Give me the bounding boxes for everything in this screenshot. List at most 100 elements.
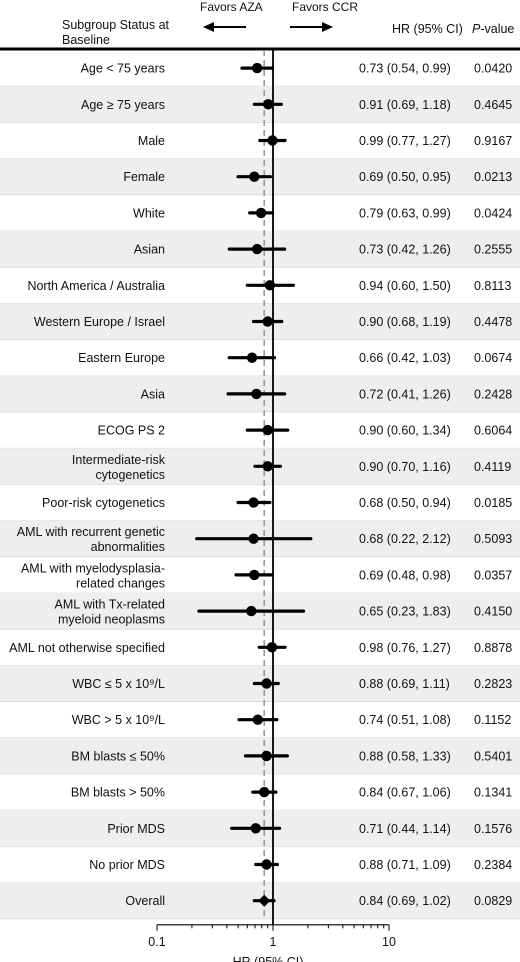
p-value-text: 0.8113 xyxy=(474,279,511,293)
hr-point xyxy=(262,316,273,327)
hr-ci-text: 0.69 (0.50, 0.95) xyxy=(359,170,451,184)
subgroup-label: BM blasts > 50% xyxy=(71,786,165,800)
hr-ci-text: 0.72 (0.41, 1.26) xyxy=(359,387,451,401)
hr-point xyxy=(246,605,257,617)
subgroup-label-line: AML with recurrent genetic xyxy=(17,525,165,539)
hr-point xyxy=(250,823,261,834)
hr-ci-text: 0.68 (0.50, 0.94) xyxy=(359,496,451,510)
x-axis: 0.1 1 10 HR (95% CI) xyxy=(148,924,396,962)
x-axis-title: HR (95% CI) xyxy=(233,955,304,962)
subgroup-label: White xyxy=(133,206,165,220)
hr-point xyxy=(264,280,276,291)
x-tick-label: 1 xyxy=(270,935,277,949)
p-value-text: 0.0674 xyxy=(474,351,512,365)
hr-ci-text: 0.94 (0.60, 1.50) xyxy=(359,279,451,293)
subgroup-label: Western Europe / Israel xyxy=(34,315,165,329)
hr-ci-text: 0.88 (0.71, 1.09) xyxy=(359,858,451,872)
forest-row: AML with myelodysplasia-related changes 0… xyxy=(21,561,512,590)
hr-point xyxy=(252,714,264,725)
forest-row: Asian 0.73 (0.42, 1.26) 0.2555 xyxy=(134,243,513,257)
subgroup-label: AML not otherwise specified xyxy=(9,641,165,655)
hr-ci-text: 0.65 (0.23, 1.83) xyxy=(359,605,451,619)
forest-row: AML with recurrent genetic abnormalities 0… xyxy=(17,525,512,554)
hr-ci-text: 0.73 (0.42, 1.26) xyxy=(359,243,451,257)
p-value-text: 0.5401 xyxy=(474,749,512,763)
forest-row: Intermediate-risk cytogenetics 0.90 (0.70,… xyxy=(72,453,511,482)
hr-point xyxy=(248,533,259,544)
hr-ci-text: 0.88 (0.58, 1.33) xyxy=(359,749,451,763)
hr-point xyxy=(259,786,270,798)
p-value-text: 0.4645 xyxy=(474,98,512,112)
hr-ci-text: 0.88 (0.69, 1.11) xyxy=(359,677,450,691)
subgroup-label: AML with recurrent genetic abnormalities xyxy=(17,525,165,554)
forest-row: Age < 75 years 0.73 (0.54, 0.99) 0.0420 xyxy=(81,62,513,76)
p-value-text: 0.2384 xyxy=(474,858,512,872)
p-value-text: 0.2428 xyxy=(474,387,512,401)
subgroup-label-line: related changes xyxy=(76,576,165,590)
forest-row: BM blasts ≤ 50% 0.88 (0.58, 1.33) 0.5401 xyxy=(71,749,512,763)
subgroup-label: AML with Tx-related myeloid neoplasms xyxy=(55,598,166,627)
subgroup-label: Asia xyxy=(141,387,165,401)
hr-point xyxy=(255,207,267,219)
subgroup-label: Prior MDS xyxy=(107,822,165,836)
forest-row: Male 0.99 (0.77, 1.27) 0.9167 xyxy=(138,134,512,148)
subgroup-label: WBC ≤ 5 x 10⁹/L xyxy=(72,677,165,691)
p-value-text: 0.5093 xyxy=(474,532,512,546)
subgroup-label-line: Intermediate-risk xyxy=(72,453,166,467)
subgroup-label: Age ≥ 75 years xyxy=(81,98,165,112)
subgroup-label: No prior MDS xyxy=(89,858,165,872)
p-value-text: 0.9167 xyxy=(474,134,512,148)
p-value-text: 0.0357 xyxy=(474,568,512,582)
hr-ci-text: 0.91 (0.69, 1.18) xyxy=(359,98,451,112)
forest-row: Eastern Europe 0.66 (0.42, 1.03) 0.0674 xyxy=(78,351,512,365)
forest-row: AML not otherwise specified 0.98 (0.76, 1… xyxy=(9,641,512,655)
p-value-text: 0.1576 xyxy=(474,822,512,836)
subgroup-label-line: myeloid neoplasms xyxy=(58,613,165,627)
overall-diamond-marker xyxy=(258,894,271,907)
forest-row: Overall 0.84 (0.69, 1.02) 0.0829 xyxy=(125,894,512,908)
subgroup-label: Overall xyxy=(125,894,165,908)
hr-point xyxy=(251,62,263,74)
hr-ci-text: 0.90 (0.68, 1.19) xyxy=(359,315,451,329)
favors-ccr-label: Favors CCR xyxy=(292,0,359,14)
subgroup-label: BM blasts ≤ 50% xyxy=(71,749,165,763)
subgroup-label-line: abnormalities xyxy=(91,540,165,554)
subgroup-label: Asian xyxy=(134,243,165,257)
hr-point xyxy=(249,171,260,182)
p-value-text: 0.0424 xyxy=(474,206,512,220)
p-value-text: 0.0185 xyxy=(474,496,512,510)
p-value-column-header: P-value xyxy=(472,22,514,36)
hr-point xyxy=(249,569,260,581)
forest-row: BM blasts > 50% 0.84 (0.67, 1.06) 0.1341 xyxy=(71,786,512,800)
hr-point xyxy=(251,243,263,255)
hr-ci-text: 0.73 (0.54, 0.99) xyxy=(359,62,451,76)
p-value-header-italic: P xyxy=(472,22,481,36)
forest-row: WBC > 5 x 10⁹/L 0.74 (0.51, 1.08) 0.1152 xyxy=(72,713,512,727)
p-value-text: 0.1152 xyxy=(474,713,511,727)
x-tick-label: 0.1 xyxy=(148,935,165,949)
subgroup-label: North America / Australia xyxy=(27,279,165,293)
favors-aza-arrow xyxy=(203,22,246,32)
p-value-text: 0.6064 xyxy=(474,424,512,438)
hr-column-header: HR (95% CI) xyxy=(392,22,463,36)
forest-row: No prior MDS 0.88 (0.71, 1.09) 0.2384 xyxy=(89,858,512,872)
hr-point xyxy=(263,99,274,110)
hr-point xyxy=(262,461,273,472)
subgroup-label: Age < 75 years xyxy=(81,62,165,76)
hr-point xyxy=(261,750,272,762)
forest-row: WBC ≤ 5 x 10⁹/L 0.88 (0.69, 1.11) 0.2823 xyxy=(72,677,512,691)
hr-ci-text: 0.79 (0.63, 0.99) xyxy=(359,206,451,220)
subgroup-label-line: AML with Tx-related xyxy=(55,598,166,612)
hr-point xyxy=(261,859,272,870)
subgroup-label: WBC > 5 x 10⁹/L xyxy=(72,713,165,727)
hr-ci-text: 0.84 (0.67, 1.06) xyxy=(359,786,451,800)
forest-row: Asia 0.72 (0.41, 1.26) 0.2428 xyxy=(141,387,513,401)
p-value-text: 0.2555 xyxy=(474,243,512,257)
favors-ccr-arrow xyxy=(290,22,333,32)
hr-point xyxy=(251,388,262,400)
hr-point xyxy=(262,424,273,436)
p-value-text: 0.1341 xyxy=(474,786,512,800)
favors-aza-label: Favors AZA xyxy=(200,0,263,14)
forest-row: Female 0.69 (0.50, 0.95) 0.0213 xyxy=(123,170,512,184)
p-value-text: 0.0213 xyxy=(474,170,512,184)
